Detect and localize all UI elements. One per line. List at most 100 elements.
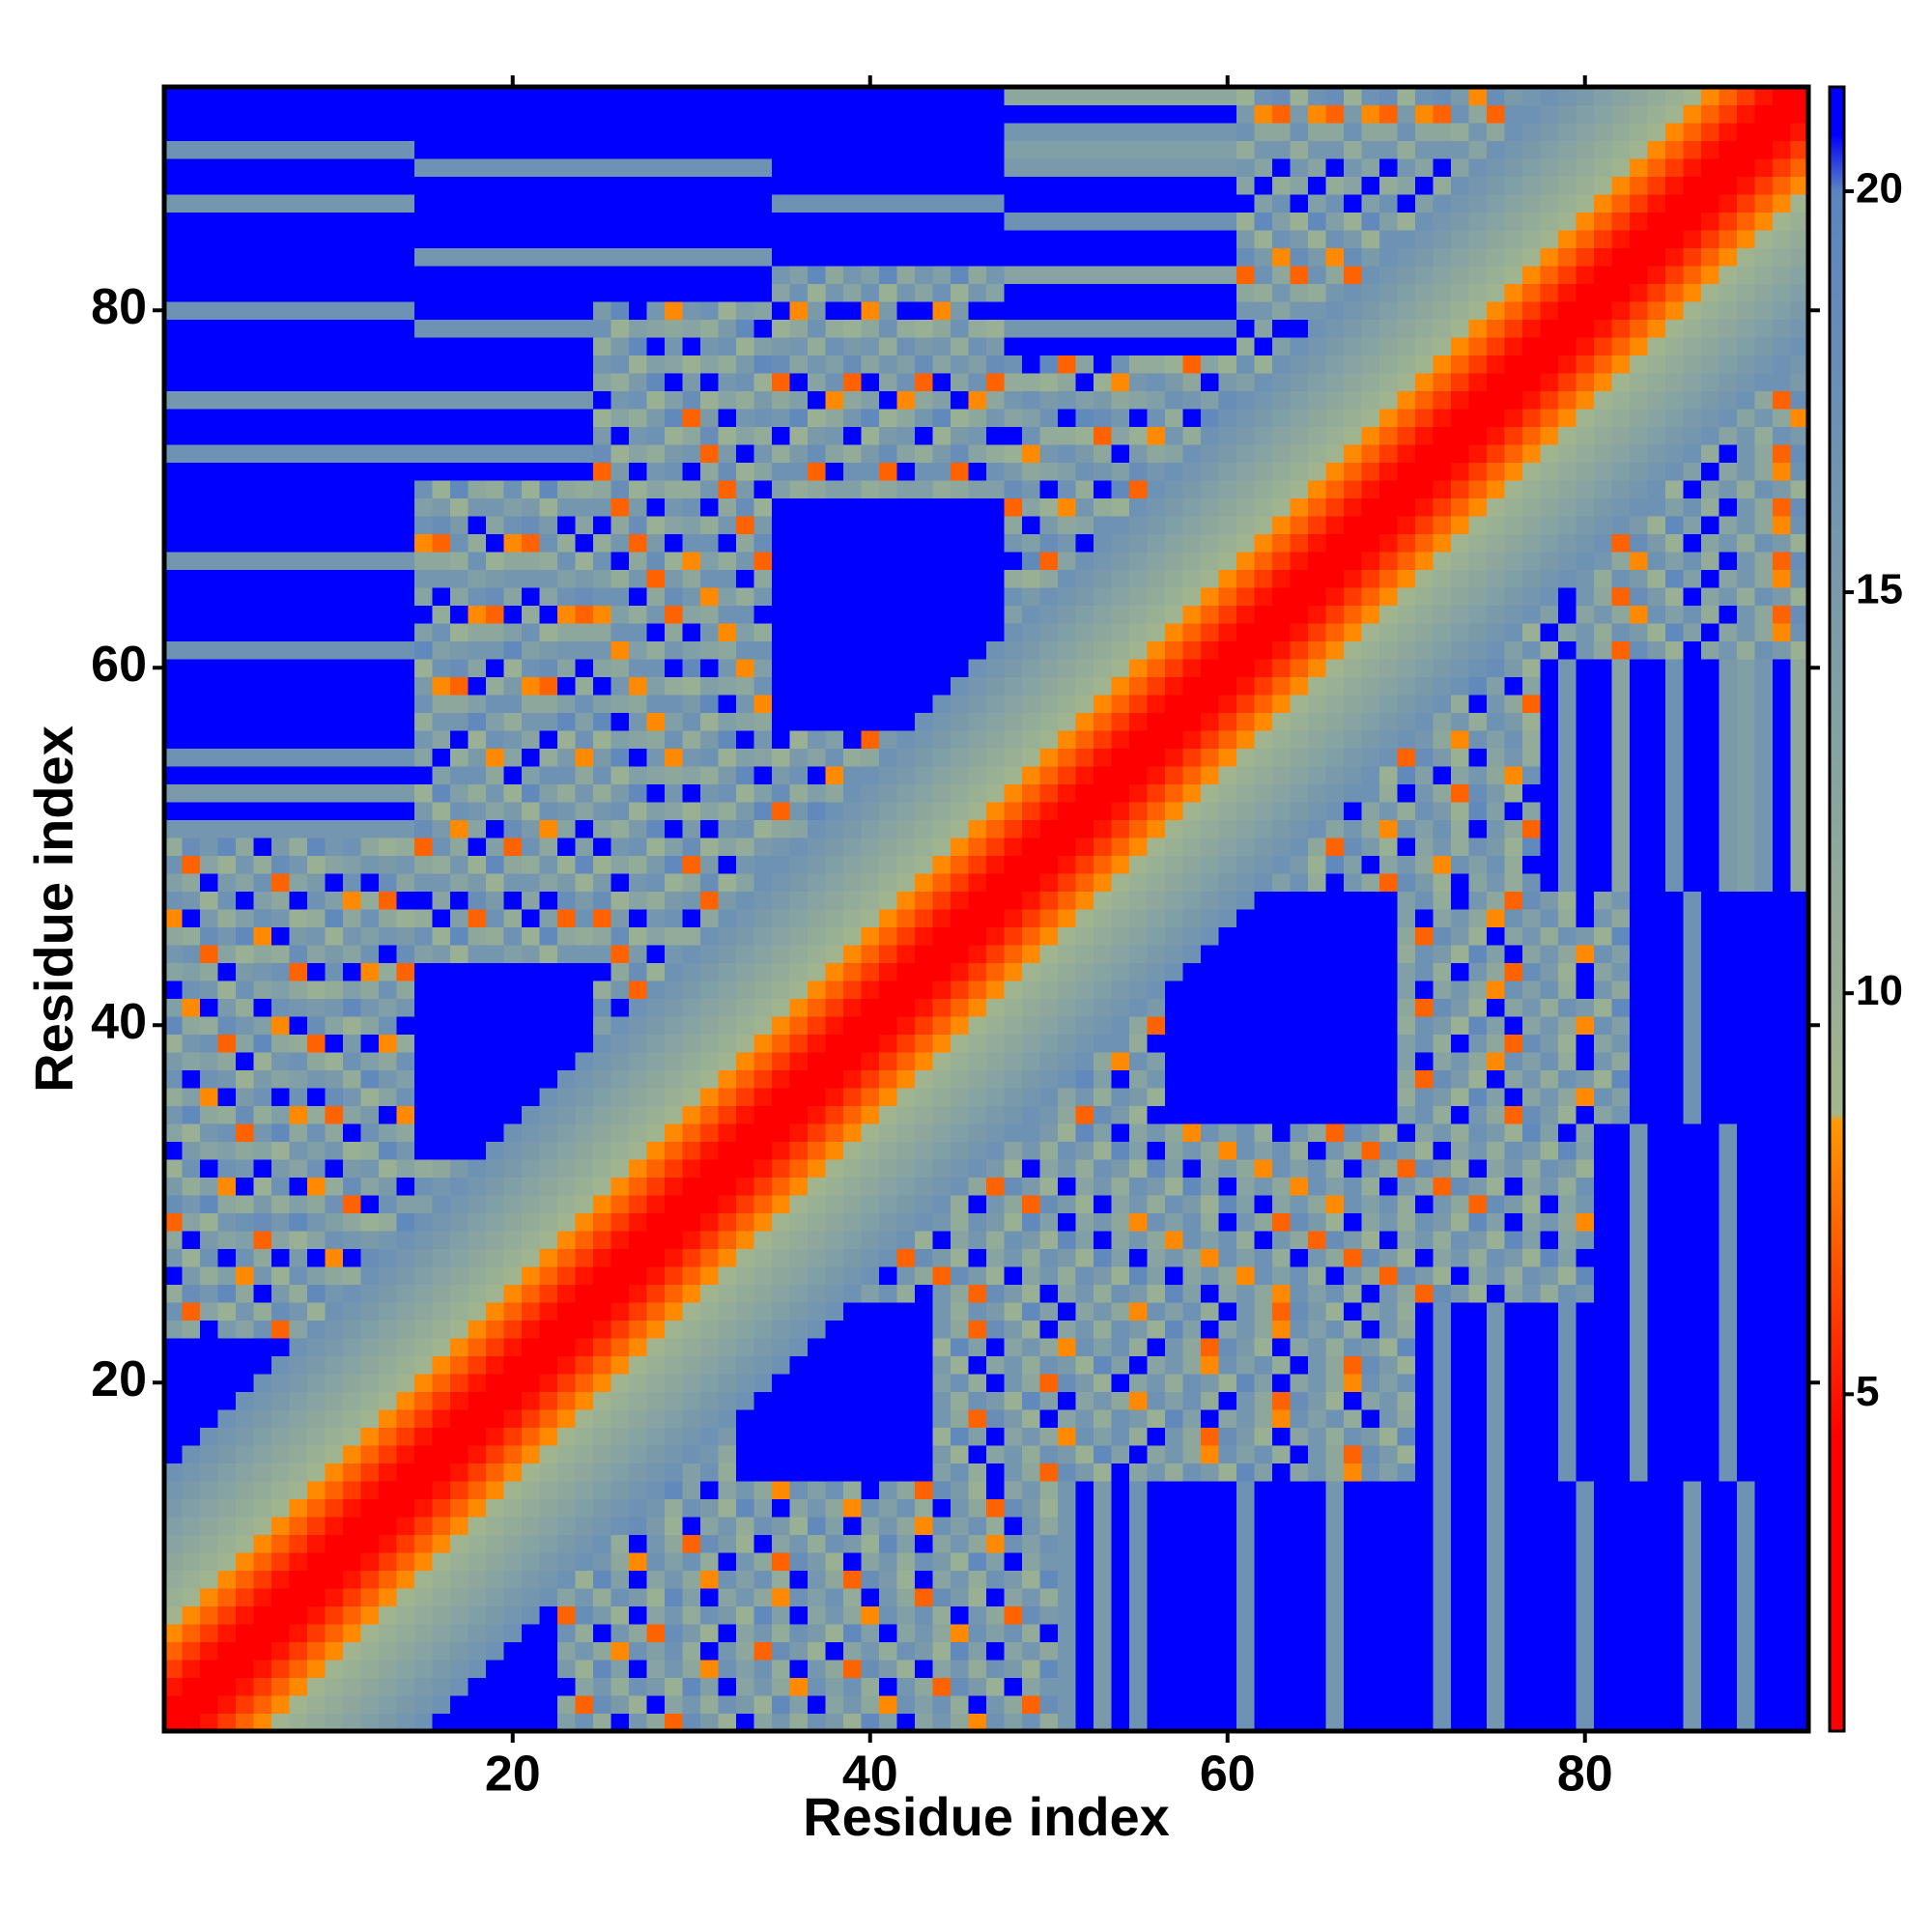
heatmap-cell [700, 695, 720, 714]
heatmap-cell [1754, 1231, 1774, 1250]
heatmap-cell [968, 1355, 987, 1375]
heatmap-cell [182, 1605, 201, 1625]
heatmap-cell [271, 1248, 291, 1267]
heatmap-cell [1773, 1302, 1792, 1321]
heatmap-cell [522, 1374, 541, 1393]
heatmap-cell [164, 158, 184, 178]
heatmap-cell [772, 1284, 791, 1303]
heatmap-cell [200, 355, 219, 374]
heatmap-cell [503, 87, 523, 106]
heatmap-cell [1468, 1445, 1488, 1464]
heatmap-cell [665, 676, 684, 696]
heatmap-cell [1773, 1534, 1792, 1553]
heatmap-cell [896, 1320, 916, 1339]
heatmap-cell [593, 1141, 612, 1160]
heatmap-cell [879, 1481, 898, 1500]
heatmap-cell [700, 104, 720, 124]
heatmap-cell [379, 1195, 398, 1214]
heatmap-cell [629, 355, 648, 374]
heatmap-cell [200, 533, 219, 553]
heatmap-cell [646, 1677, 666, 1696]
heatmap-cell [1683, 1481, 1702, 1500]
heatmap-cell [325, 998, 344, 1017]
heatmap-cell [772, 1374, 791, 1393]
heatmap-cell [217, 998, 237, 1017]
heatmap-cell [1379, 1641, 1399, 1661]
heatmap-cell [343, 1445, 362, 1464]
heatmap-cell [1630, 1231, 1649, 1250]
heatmap-cell [307, 962, 327, 981]
heatmap-cell [557, 1374, 577, 1393]
heatmap-cell [289, 444, 308, 464]
heatmap-cell [718, 319, 737, 338]
heatmap-cell [522, 123, 541, 142]
heatmap-cell [718, 962, 737, 981]
heatmap-cell [307, 640, 327, 660]
heatmap-cell [486, 802, 505, 821]
heatmap-cell [432, 712, 451, 731]
heatmap-cell [1129, 1195, 1149, 1214]
heatmap-cell [736, 533, 755, 553]
heatmap-cell [343, 1713, 362, 1732]
heatmap-cell [700, 230, 720, 249]
heatmap-cell [789, 1624, 809, 1643]
heatmap-cell [432, 1713, 451, 1732]
heatmap-cell [1540, 1374, 1559, 1393]
heatmap-cell [1201, 1641, 1220, 1661]
heatmap-cell [360, 1605, 380, 1625]
heatmap-cell [432, 1302, 451, 1321]
heatmap-cell [1290, 1159, 1309, 1179]
heatmap-cell [1737, 1177, 1756, 1196]
heatmap-cell [503, 1463, 523, 1482]
heatmap-cell [1487, 1266, 1506, 1286]
heatmap-cell [1683, 1677, 1702, 1696]
heatmap-cell [468, 1624, 487, 1643]
heatmap-cell [271, 123, 291, 142]
heatmap-cell [629, 1677, 648, 1696]
heatmap-cell [486, 730, 505, 750]
heatmap-cell [1737, 1427, 1756, 1446]
heatmap-cell [217, 497, 237, 517]
heatmap-cell [682, 426, 701, 445]
heatmap-cell [1201, 1517, 1220, 1536]
heatmap-cell [522, 855, 541, 874]
heatmap-cell [575, 355, 594, 374]
heatmap-cell [682, 802, 701, 821]
heatmap-cell [217, 1320, 237, 1339]
heatmap-cell [1522, 1391, 1542, 1410]
heatmap-cell [343, 1177, 362, 1196]
heatmap-cell [557, 1159, 577, 1179]
heatmap-cell [1022, 1660, 1041, 1679]
heatmap-cell [164, 247, 184, 267]
heatmap-cell [1272, 1338, 1292, 1357]
heatmap-cell [360, 1266, 380, 1286]
heatmap-cell [1129, 1624, 1149, 1643]
heatmap-cell [379, 390, 398, 410]
heatmap-cell [1540, 1641, 1559, 1661]
heatmap-cell [1218, 1695, 1237, 1715]
heatmap-cell [396, 1641, 415, 1661]
heatmap-cell [718, 1034, 737, 1053]
heatmap-cell [164, 1355, 184, 1375]
heatmap-cell [450, 1481, 469, 1500]
heatmap-cell [1004, 1355, 1023, 1375]
heatmap-cell [1290, 1445, 1309, 1464]
heatmap-cell [646, 444, 666, 464]
heatmap-cell [789, 1391, 809, 1410]
heatmap-cell [718, 623, 737, 642]
heatmap-cell [1344, 1141, 1363, 1160]
heatmap-cell [522, 1212, 541, 1232]
heatmap-cell [379, 426, 398, 445]
heatmap-cell [200, 1052, 219, 1071]
heatmap-cell [1165, 1713, 1184, 1732]
heatmap-cell [307, 730, 327, 750]
heatmap-cell [575, 247, 594, 267]
heatmap-cell [682, 104, 701, 124]
heatmap-cell [539, 1605, 558, 1625]
heatmap-cell [343, 104, 362, 124]
heatmap-cell [307, 1517, 327, 1536]
heatmap-cell [1540, 1445, 1559, 1464]
heatmap-cell [486, 355, 505, 374]
heatmap-cell [1379, 1338, 1399, 1357]
heatmap-cell [164, 1605, 184, 1625]
